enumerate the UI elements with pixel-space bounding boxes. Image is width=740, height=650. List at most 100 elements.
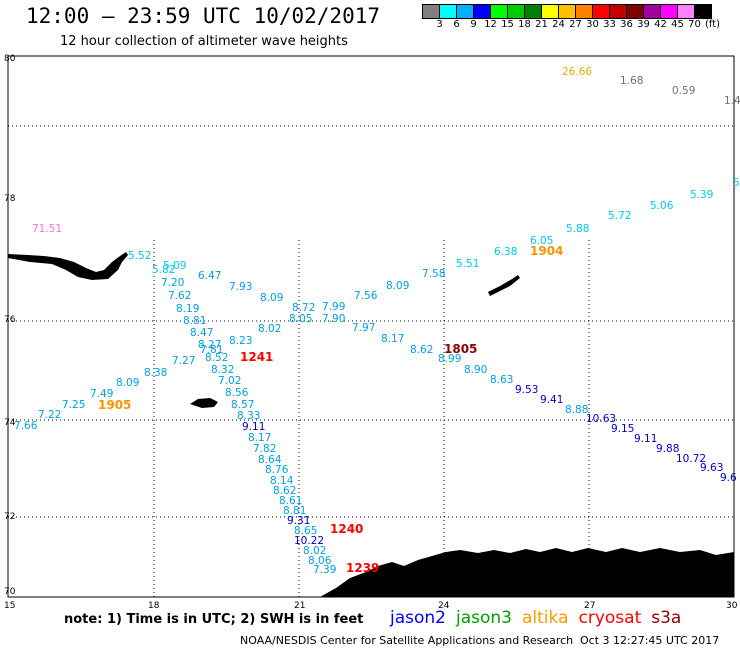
satellite-s3a: s3a [651,608,682,628]
wave-height-label: 7.58 [422,268,445,280]
wave-height-label: 7.39 [313,564,336,576]
wave-height-label: 9.53 [515,384,538,396]
wave-height-label: 7.22 [38,409,61,421]
wave-height-label: 5.06 [650,200,674,212]
wave-height-label: 8.47 [190,327,213,339]
satellite-altika: altika [522,608,569,628]
wave-height-label: 8.38 [144,367,167,379]
wave-height-label: 7.20 [161,277,184,289]
wave-height-label: 5.88 [566,223,589,235]
wave-height-label: 8.17 [248,432,271,444]
legend-label: 36 [620,19,633,30]
lat-label: 72 [4,512,15,522]
legend-label: 6 [453,19,460,30]
wave-height-label: 7.25 [62,399,85,411]
wave-height-label: 8.33 [237,410,260,422]
wave-height-label: 8.32 [211,364,234,376]
wave-height-label: 5.09 [163,260,186,272]
wave-height-label: 9.11 [242,421,265,433]
wave-height-label: 8.09 [386,280,409,292]
wave-height-observations: 26.66 1.68 0.59 1.4 5.39 5 5.72 5.06 5.88 6.05 6.3… [14,66,740,576]
legend-label: 42 [654,19,667,30]
wave-height-label: 8.17 [381,333,404,345]
wave-height-label: 7.97 [352,322,375,334]
wave-height-label: 8.81 [183,315,206,327]
legend-label: 12 [484,19,497,30]
lon-label: 30 [726,601,738,611]
legend-label: 15 [501,19,514,30]
satellite-key: jason2 jason3 altika cryosat s3a [390,608,691,628]
legend-label: 21 [535,19,548,30]
satellite-cryosat: cryosat [578,608,642,628]
lat-label: 76 [4,315,16,325]
pass-time-label: 1905 [98,398,131,412]
legend-label: 18 [518,19,531,30]
wave-height-label: 6.05 [530,235,553,247]
legend-label: 24 [552,19,565,30]
wave-height-label: 10.63 [586,413,616,425]
bear-island [190,398,218,408]
wave-height-label: 71.51 [32,223,62,235]
wave-height-label: 6.38 [494,246,517,258]
wave-height-label: 26.66 [562,66,592,78]
longitude-labels: 15 18 21 24 27 30 [4,601,738,611]
svalbard-southern-coast [8,252,128,280]
wave-height-label: 5.52 [128,250,151,262]
pass-time-label: 1240 [330,522,363,536]
wave-height-label: 7.90 [322,313,345,325]
legend-labels: 3 6 9 12 15 18 21 24 27 30 33 36 39 42 45 70 (ft) [431,19,720,30]
pass-time-label: 1904 [530,244,563,258]
wave-height-label: 7.02 [218,375,241,387]
wave-height-label: 8.23 [229,335,252,347]
wave-height-label: 7.62 [168,290,191,302]
legend-swatch [694,4,712,19]
norway-coast [320,548,734,597]
wave-height-label: 8.56 [225,387,249,399]
wave-height-label: 7.56 [354,290,378,302]
lon-label: 24 [438,601,450,611]
wave-height-label: 8.90 [464,364,487,376]
wave-height-label: 9.63 [700,462,723,474]
wave-height-label: 1.68 [620,75,643,87]
wave-height-label: 9.15 [611,423,634,435]
wave-height-label: 9.88 [656,443,679,455]
wave-height-label: 8.99 [438,353,461,365]
wave-height-label: 8.61 [279,495,302,507]
wave-height-label: 10.22 [294,535,324,547]
wave-height-label: 9.41 [540,394,563,406]
wave-height-label: 7.81 [200,344,223,356]
satellite-jason3: jason3 [456,608,512,628]
wave-height-label: 7.49 [90,388,113,400]
wave-height-label: 8.09 [116,377,139,389]
wave-height-label: 8.52 [205,352,228,364]
legend-label: 3 [436,19,443,30]
wave-height-label: 8.63 [490,374,513,386]
legend-label: 45 [671,19,684,30]
wave-height-label: 8.88 [565,404,588,416]
footer-note: note: 1) Time is in UTC; 2) SWH is in fe… [64,612,364,627]
satellite-jason2: jason2 [390,608,446,628]
wave-height-label: 8.05 [289,313,312,325]
legend-swatches [422,4,720,19]
legend-label: 27 [569,19,582,30]
hopen-island [488,275,520,296]
pass-time-labels: 1904 1805 1241 1905 1240 1239 [98,244,563,575]
norway-islands [392,570,580,589]
wave-height-label: 7.27 [172,355,195,367]
wave-height-label: 7.93 [229,281,252,293]
wave-height-label: 8.02 [258,323,281,335]
wave-height-label: 9.11 [634,433,657,445]
wave-height-label: 8.02 [303,545,326,557]
wave-height-label: 0.59 [672,85,695,97]
wave-height-label: 7.82 [253,443,276,455]
wave-height-label: 7.99 [322,301,345,313]
lon-label: 27 [584,601,595,611]
wave-height-label: 5.82 [152,264,175,276]
latitude-labels: 80 78 76 74 72 70 [4,54,16,597]
pass-time-label: 1805 [444,342,477,356]
wave-height-label: 5.51 [456,258,479,270]
lon-label: 21 [294,601,305,611]
wave-height-label: 8.14 [270,475,294,487]
lat-label: 74 [4,418,16,428]
lat-label: 80 [4,54,16,64]
